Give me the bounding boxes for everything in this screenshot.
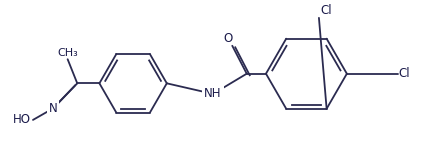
Text: O: O — [223, 32, 233, 45]
Text: N: N — [49, 102, 58, 115]
Text: NH: NH — [204, 87, 221, 100]
Text: Cl: Cl — [398, 67, 409, 80]
Text: HO: HO — [13, 113, 31, 126]
Text: Cl: Cl — [319, 4, 331, 17]
Text: CH₃: CH₃ — [57, 48, 78, 58]
